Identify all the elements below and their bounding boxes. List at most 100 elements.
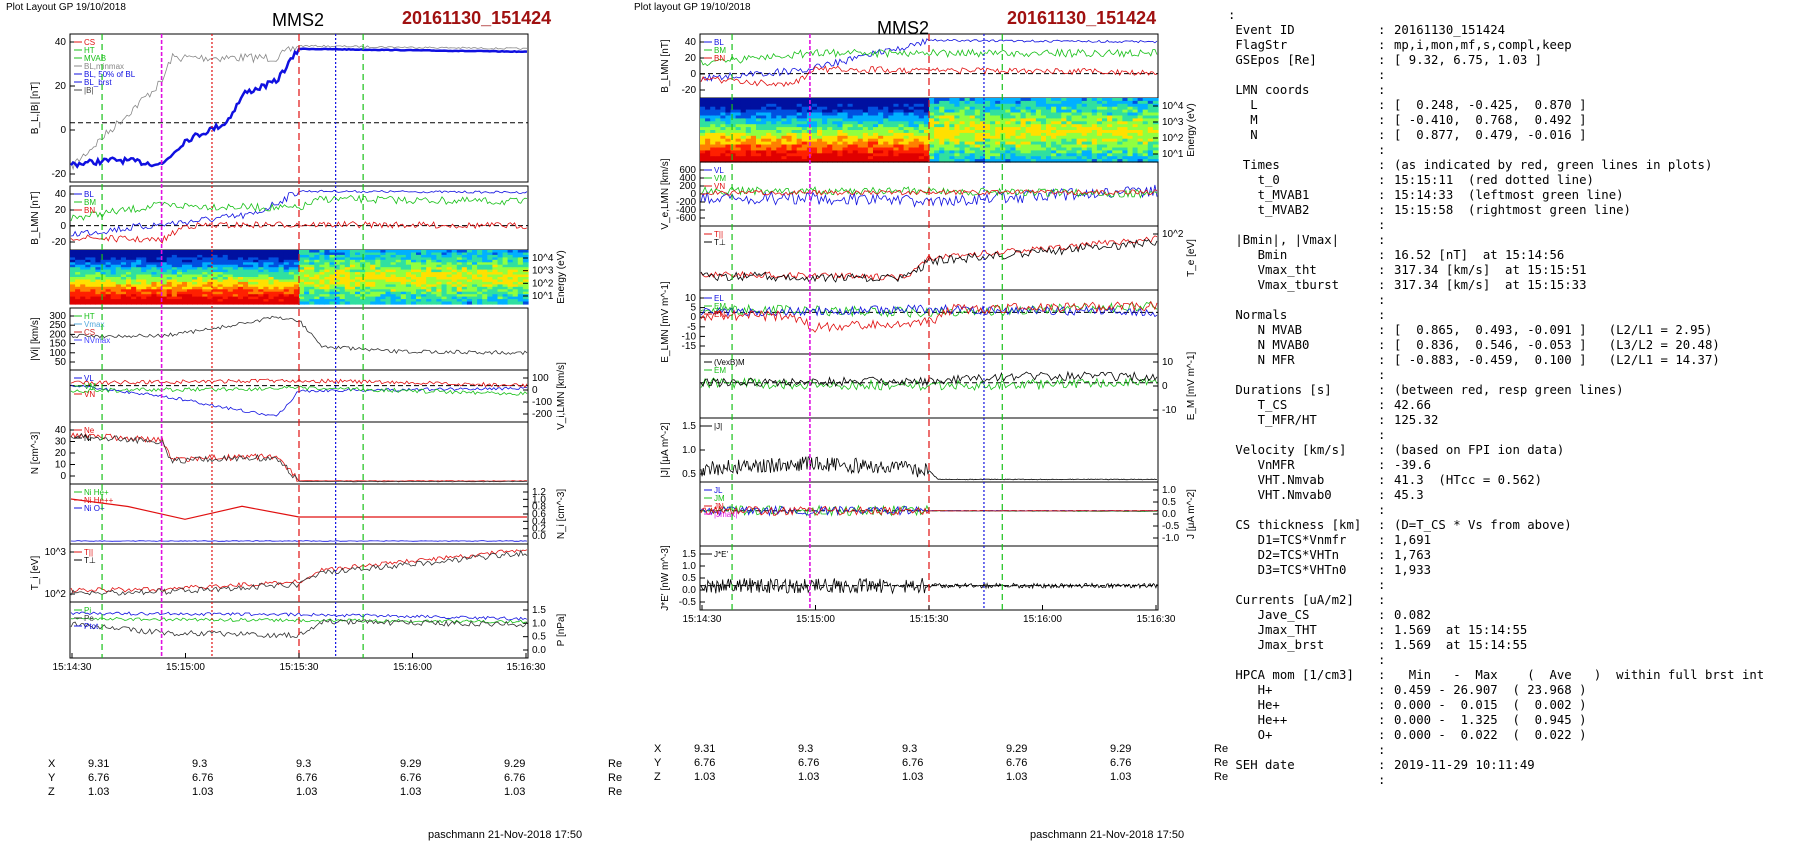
tick-label: 10^2 [1162,229,1184,240]
legend-entry: Ni O+ [84,504,105,513]
axis-label: B_L,|B| [nT] [30,82,41,135]
tick-label: 10^3 [45,547,67,558]
tick-label: 0 [690,69,696,80]
info-line: Bmin:16.52 [nT] at 15:14:56 [1228,248,1764,263]
info-value: 0.000 - 1.325 ( 0.945 ) [1394,713,1587,727]
position-unit: Re [608,758,623,770]
legend-entry: BL [84,190,94,199]
info-key: D1=TCS*Vnmfr [1228,533,1347,547]
info-line: N MVAB0: [ 0.836, 0.546, -0.053 ] (L3/L2 … [1228,338,1764,353]
legend-entry: T|| [714,230,723,239]
info-value: 0.459 - 26.907 ( 23.968 ) [1394,683,1587,697]
legend-entry: HT [84,312,95,321]
panel-frame [699,417,1159,483]
info-line: : [1228,578,1764,593]
tick-label: 600 [679,165,696,176]
tick-label: 0 [60,471,66,482]
left-header: Plot Layout GP 19/10/2018 [6,2,126,13]
info-key: Jmax_THT [1228,623,1317,637]
tick-label: 0.6 [532,509,546,520]
info-line: Vmax_tht:317.34 [km/s] at 15:15:51 [1228,263,1764,278]
info-key: Velocity [km/s] [1228,443,1347,457]
series-line [700,48,1158,67]
info-key [1228,653,1378,668]
spectrogram [700,98,1159,163]
info-key: |Bmin|, |Vmax| [1228,233,1340,247]
position-value: 9.29 [504,758,526,770]
info-key: M [1228,113,1258,127]
info-value: 1.569 at 15:14:55 [1394,623,1528,637]
position-value: 1.03 [296,786,318,798]
axis-label: E_LMN [mV m^-1] [660,281,671,363]
tick-label: 10^4 [532,253,554,264]
tick-label: 10 [55,460,67,471]
position-value: 6.76 [192,772,214,784]
series-line [70,549,528,593]
info-key: SEH date [1228,758,1295,772]
panel-em: 10 0 -10 E_M [mV m^-1] (VexB)MEM [699,351,1197,420]
info-key: Durations [s] [1228,383,1332,397]
info-key [1228,218,1378,233]
info-colon: : [1378,293,1386,307]
info-line: D2=TCS*VHTn:1,763 [1228,548,1764,563]
info-value: 1.569 at 15:14:55 [1394,638,1528,652]
info-value: 15:14:33 (leftmost green line) [1394,188,1624,202]
left-position-table: X 9.31 9.3 9.3 9.29 9.29 Re Y 6.76 6.76 6.76 6.76 6.… [48,757,622,799]
position-value: 1.03 [798,771,820,783]
tick-label: -10 [682,331,697,342]
tick-label: -200 [532,409,552,420]
axis-label: |J| [μA m^-2] [660,422,671,477]
info-colon: : [1378,623,1386,637]
info-key: t_MVAB2 [1228,203,1310,217]
x-tick-label: 15:15:30 [910,614,949,625]
info-colon: : [1378,578,1386,592]
position-value: 6.76 [504,772,526,784]
tick-label: 0.0 [532,645,546,656]
middle-header: Plot layout GP 19/10/2018 [634,2,751,13]
tick-label: 0.5 [1162,497,1176,508]
info-key: He++ [1228,713,1288,727]
legend-entry: |J| [714,422,722,431]
position-row: X 9.31 9.3 9.3 9.29 9.29 Re [48,757,622,771]
info-value: Min - Max ( Ave ) within full brst int [1394,668,1765,682]
position-label: X [48,758,56,770]
axis-label: Energy (eV) [1186,103,1197,156]
info-colon: : [1378,413,1386,427]
info-value: [ 9.32, 6.75, 1.03 ] [1394,53,1543,67]
tick-label: 10 [685,293,697,304]
panel-j: 1.5 1.0 0.5 |J| [μA m^-2] |J| [660,417,1159,483]
info-line: GSEpos [Re]: [ 9.32, 6.75, 1.03 ] [1228,53,1764,68]
info-colon: : [1378,368,1386,382]
info-colon: : [1378,218,1386,232]
axis-label: B_LMN [nT] [660,39,671,93]
info-line: : [1228,743,1764,758]
left-footer: paschmann 21-Nov-2018 17:50 [428,829,583,841]
position-unit: Re [1214,771,1229,783]
position-label: Y [48,772,56,784]
position-value: 1.03 [400,786,422,798]
info-value: 0.082 [1394,608,1432,622]
event-info-text: : Event ID:20161130_151424 FlagStr: mp,i,… [1228,8,1764,788]
info-value: 1,763 [1394,548,1432,562]
legend-entry: BN [84,206,95,215]
tick-label: 1.0 [682,445,696,456]
tick-label: 0.0 [532,531,546,542]
legend-entry: MVAB [84,54,106,63]
x-tick-label: 15:15:00 [796,614,835,625]
info-key: D3=TCS*VHTn0 [1228,563,1347,577]
info-value: 125.32 [1394,413,1439,427]
position-value: 6.76 [902,757,924,769]
position-label: Z [654,771,661,783]
panel-te: 10^2T_e [eV] T||T⊥ [699,225,1197,291]
legend-entry: JL [714,486,723,495]
info-value: 317.34 [km/s] at 15:15:51 [1394,263,1587,277]
legend-entry: EM [714,366,726,375]
info-colon: : [1378,53,1386,67]
info-key: Vmax_tht [1228,263,1317,277]
series-line [700,300,1158,333]
tick-label: 40 [55,37,67,48]
panel-bl: 40 20 0 -20 B_L,|B| [nT] CSHTMVABBL,minmaxBL,… [30,33,529,183]
tick-label: 20 [55,81,67,92]
